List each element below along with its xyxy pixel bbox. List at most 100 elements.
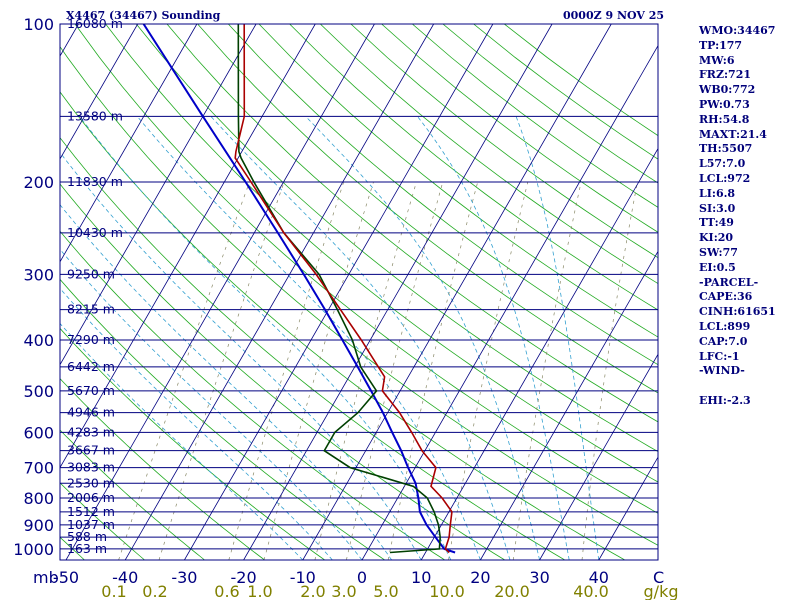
mixing-ratio-label: 40.0 bbox=[573, 582, 609, 600]
index-entry: L57:7.0 bbox=[699, 157, 746, 171]
index-entry: PW:0.73 bbox=[699, 97, 750, 111]
height-label: 5670 m bbox=[67, 383, 115, 398]
height-label: 4283 m bbox=[67, 424, 115, 439]
index-entry: SW:77 bbox=[699, 245, 738, 259]
dry-adiabat bbox=[60, 183, 506, 560]
dry-adiabat bbox=[60, 327, 325, 560]
height-label: 16080 m bbox=[67, 16, 123, 31]
index-entry: -PARCEL- bbox=[699, 275, 759, 289]
pressure-tick-label: 100 bbox=[23, 15, 54, 34]
dry-adiabat bbox=[166, 24, 658, 423]
dry-adiabat bbox=[197, 24, 658, 394]
sounding-curves bbox=[142, 24, 456, 554]
height-label: 2006 m bbox=[67, 490, 115, 505]
height-label: 11830 m bbox=[67, 174, 123, 189]
height-label: 8215 m bbox=[67, 302, 115, 317]
dry-adiabat bbox=[74, 24, 658, 514]
dry-adiabat bbox=[60, 429, 205, 560]
mixing-ratio-line bbox=[581, 181, 638, 560]
index-entry: EI:0.5 bbox=[699, 260, 736, 274]
mixing-ratio-label: 2.0 bbox=[300, 582, 325, 600]
index-entry: TP:177 bbox=[699, 38, 743, 52]
moist-adiabat bbox=[417, 116, 570, 560]
isotherm bbox=[243, 24, 553, 560]
parcel-trace-line bbox=[142, 24, 456, 554]
height-label: 1512 m bbox=[67, 504, 115, 519]
moist-adiabat bbox=[136, 116, 481, 560]
isotherm bbox=[302, 24, 612, 560]
pressure-tick-label: 200 bbox=[23, 173, 54, 192]
index-entry: CINH:61651 bbox=[699, 305, 776, 319]
station-title: X4467 (34467) Sounding bbox=[66, 9, 221, 22]
height-label: 1037 m bbox=[67, 517, 115, 532]
mixing-ratio-unit: g/kg bbox=[644, 582, 679, 600]
isotherm bbox=[480, 250, 658, 560]
index-entry: WMO:34467 bbox=[699, 24, 776, 37]
dewpoint-line bbox=[237, 24, 442, 554]
height-label: 2530 m bbox=[67, 475, 115, 490]
isotherm bbox=[124, 24, 435, 560]
pressure-tick-label: 300 bbox=[23, 265, 54, 284]
isotherm bbox=[60, 24, 198, 263]
index-entry: SI:3.0 bbox=[699, 201, 736, 215]
index-entry: CAP:7.0 bbox=[699, 334, 748, 348]
pressure-tick-label: 1000 bbox=[13, 540, 54, 559]
height-label: 588 m bbox=[67, 529, 107, 544]
index-entry: LCL:972 bbox=[699, 171, 751, 185]
valid-time: 0000Z 9 NOV 25 bbox=[563, 9, 665, 22]
pressure-tick-label: 400 bbox=[23, 331, 54, 350]
mixing-ratio-label: 3.0 bbox=[331, 582, 356, 600]
dry-adiabat bbox=[258, 24, 658, 338]
dry-adiabat bbox=[60, 278, 385, 560]
plot-frame bbox=[59, 23, 659, 561]
isotherm bbox=[65, 24, 375, 560]
index-entry: TT:49 bbox=[699, 216, 734, 230]
mixing-ratio-label: 0.1 bbox=[101, 582, 126, 600]
index-entry: LI:6.8 bbox=[699, 186, 736, 200]
isotherm bbox=[60, 24, 139, 160]
temperature-tick-label: -20 bbox=[231, 568, 257, 587]
dry-adiabat bbox=[60, 45, 658, 546]
mixing-ratio-line bbox=[228, 181, 345, 560]
dry-adiabat bbox=[60, 91, 625, 560]
index-entry: RH:54.8 bbox=[699, 112, 750, 126]
isotherm bbox=[60, 24, 316, 469]
index-entry: LFC:-1 bbox=[699, 349, 740, 363]
height-label: 7290 m bbox=[67, 332, 115, 347]
height-label: 9250 m bbox=[67, 266, 115, 281]
temperature-axis-unit: C bbox=[653, 568, 664, 587]
stability-indices: WMO:34467 TP:177 MW:6 FRZ:721 WB0:772 PW:0.73… bbox=[699, 24, 776, 409]
temperature-tick-label: -30 bbox=[171, 568, 197, 587]
height-label: 6442 m bbox=[67, 359, 115, 374]
mixing-ratio-line bbox=[512, 181, 582, 560]
pressure-tick-label: 500 bbox=[23, 382, 54, 401]
moist-adiabat bbox=[79, 116, 452, 560]
mixing-ratio-line bbox=[448, 181, 529, 560]
dry-adiabat bbox=[60, 137, 566, 560]
dry-adiabat bbox=[320, 24, 658, 285]
index-entry: TH:5507 bbox=[699, 142, 753, 156]
index-entry: MW:6 bbox=[699, 53, 735, 67]
height-label: 4946 m bbox=[67, 405, 115, 420]
isotherm bbox=[60, 24, 257, 366]
mixing-ratio-label: 5.0 bbox=[373, 582, 398, 600]
mixing-ratio-label: 20.0 bbox=[494, 582, 530, 600]
height-label: 10430 m bbox=[67, 225, 123, 240]
temperature-tick-label: -50 bbox=[53, 568, 79, 587]
mixing-ratio-line bbox=[118, 181, 250, 560]
index-entry: EHI:-2.3 bbox=[699, 393, 751, 407]
moist-adiabat bbox=[515, 116, 600, 560]
mixing-ratio-line bbox=[346, 181, 444, 560]
grid-lines bbox=[60, 24, 658, 560]
dry-adiabat bbox=[60, 378, 265, 560]
height-label: 13580 m bbox=[67, 108, 123, 123]
dry-adiabat bbox=[135, 24, 658, 452]
pressure-axis-unit: mb bbox=[33, 568, 59, 587]
temperature-tick-label: -40 bbox=[112, 568, 138, 587]
index-entry: WB0:772 bbox=[699, 83, 756, 97]
isotherm bbox=[184, 24, 494, 560]
dry-adiabat bbox=[228, 24, 658, 366]
temperature-tick-label: 0 bbox=[357, 568, 367, 587]
